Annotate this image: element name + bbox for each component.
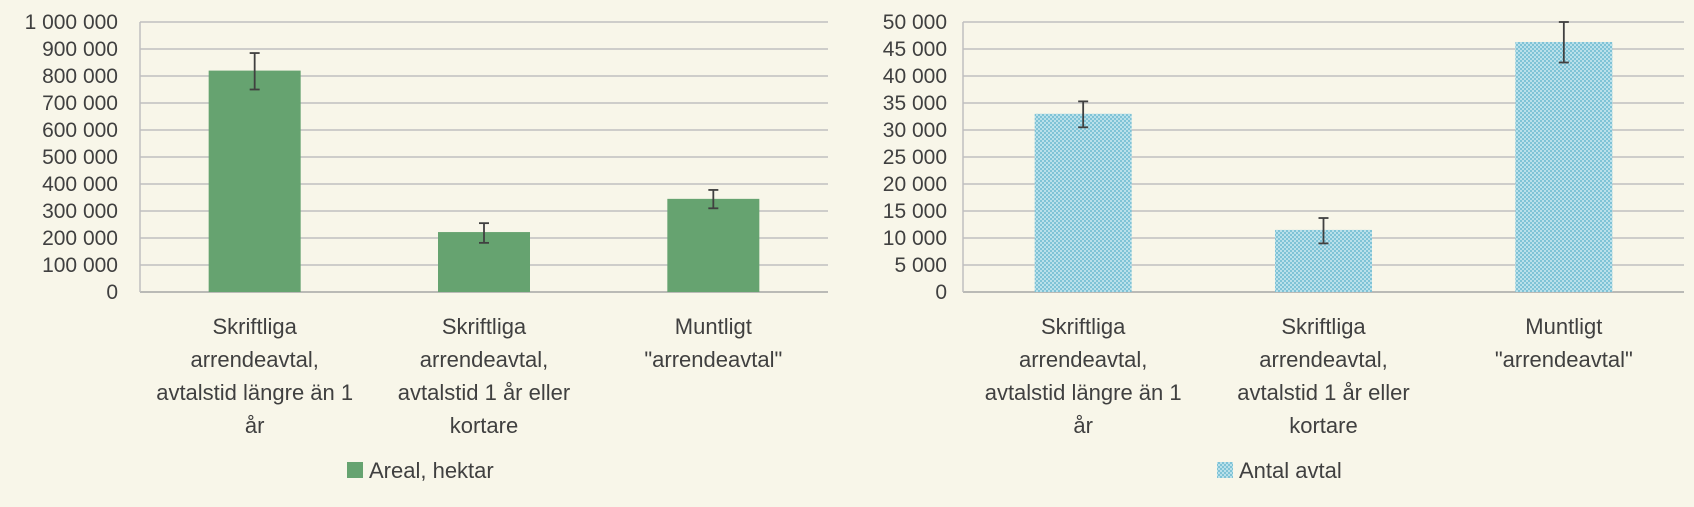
- category-label: avtalstid 1 år eller: [398, 380, 570, 405]
- category-label: "arrendeavtal": [644, 347, 782, 372]
- y-tick-label: 400 000: [42, 173, 118, 196]
- y-tick-label: 30 000: [883, 119, 947, 142]
- y-tick-label: 35 000: [883, 92, 947, 115]
- category-label: avtalstid längre än 1: [985, 380, 1182, 405]
- category-label: arrendeavtal,: [1259, 347, 1387, 372]
- category-label: år: [1073, 413, 1093, 438]
- y-tick-label: 50 000: [883, 11, 947, 34]
- chart-agreement-count: 0 5 000 10 000 15 000 20 000 25 000 30 000 35 0…: [883, 11, 1684, 483]
- error-bar: [479, 222, 489, 244]
- error-bar: [1558, 21, 1569, 64]
- y-tick-label: 40 000: [883, 65, 947, 88]
- error-bar: [1078, 100, 1089, 129]
- y-tick-label: 0: [106, 281, 118, 304]
- category-label: "arrendeavtal": [1495, 347, 1633, 372]
- y-tick-label: 0: [935, 281, 947, 304]
- y-tick-label: 100 000: [42, 254, 118, 277]
- legend-label: Antal avtal: [1239, 458, 1342, 483]
- y-tick-label: 900 000: [42, 38, 118, 61]
- bar: [208, 70, 301, 292]
- y-tick-label: 15 000: [883, 200, 947, 223]
- bar: [1034, 113, 1132, 292]
- legend-label: Areal, hektar: [369, 458, 494, 483]
- category-label: arrendeavtal,: [420, 347, 548, 372]
- category-label: arrendeavtal,: [190, 347, 318, 372]
- y-tick-label: 10 000: [883, 227, 947, 250]
- category-label: kortare: [450, 413, 518, 438]
- y-tick-label: 800 000: [42, 65, 118, 88]
- bar: [1515, 41, 1613, 293]
- category-label: avtalstid 1 år eller: [1237, 380, 1409, 405]
- y-tick-label: 600 000: [42, 119, 118, 142]
- y-tick-label: 25 000: [883, 146, 947, 169]
- category-label: Muntligt: [675, 314, 752, 339]
- y-tick-label: 300 000: [42, 200, 118, 223]
- y-tick-label: 500 000: [42, 146, 118, 169]
- category-label: kortare: [1289, 413, 1357, 438]
- category-label: avtalstid längre än 1: [156, 380, 353, 405]
- y-tick-label: 20 000: [883, 173, 947, 196]
- y-tick-label: 45 000: [883, 38, 947, 61]
- category-label: arrendeavtal,: [1019, 347, 1147, 372]
- error-bar: [1318, 217, 1329, 245]
- legend-swatch: [347, 462, 363, 478]
- category-label: Skriftliga: [1281, 314, 1366, 339]
- error-bar: [708, 189, 719, 210]
- y-tick-label: 200 000: [42, 227, 118, 250]
- chart-area-hectares: 0 100 000 200 000 300 000 400 000 500 000 600 …: [25, 11, 828, 483]
- category-label: Skriftliga: [1041, 314, 1126, 339]
- category-label: Skriftliga: [442, 314, 527, 339]
- category-label: år: [245, 413, 265, 438]
- y-tick-label: 1 000 000: [25, 11, 118, 34]
- bar: [667, 198, 760, 292]
- legend-swatch: [1217, 462, 1233, 478]
- category-label: Muntligt: [1525, 314, 1602, 339]
- category-label: Skriftliga: [212, 314, 297, 339]
- y-tick-label: 5 000: [894, 254, 947, 277]
- error-bar: [249, 52, 260, 91]
- y-tick-label: 700 000: [42, 92, 118, 115]
